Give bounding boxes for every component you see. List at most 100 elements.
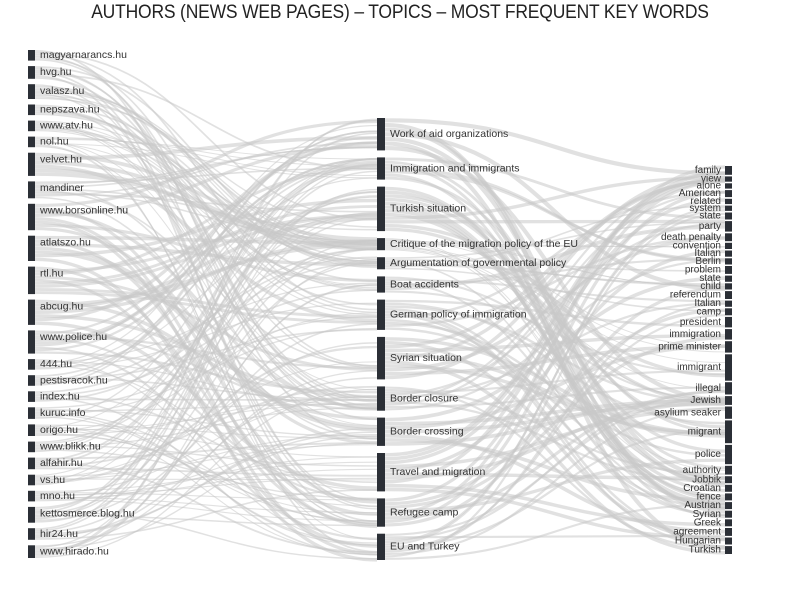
keyword-label: Hungarian [675, 536, 721, 547]
author-node [28, 136, 35, 148]
keyword-node [725, 510, 732, 518]
link-topic-keyword [384, 249, 726, 472]
author-node [28, 104, 35, 116]
author-node [28, 84, 35, 99]
link-author-topic [34, 248, 378, 515]
keyword-node [725, 465, 732, 475]
author-label: mandiner [40, 182, 84, 194]
link-author-topic [34, 223, 378, 282]
topic-label: Border crossing [390, 426, 464, 438]
link-author-topic [34, 143, 378, 179]
link-author-topic [34, 162, 378, 377]
link-author-topic [34, 104, 378, 263]
keyword-node [725, 444, 732, 465]
keyword-node [725, 275, 732, 282]
link-topic-keyword [384, 179, 726, 461]
keyword-node [725, 242, 732, 249]
link-topic-keyword [384, 458, 726, 513]
author-node [28, 490, 35, 502]
keyword-label: agreement [673, 527, 721, 538]
author-node [28, 152, 35, 176]
link-topic-keyword [384, 281, 726, 506]
keyword-node [725, 212, 732, 220]
topic-node [377, 453, 385, 492]
link-author-topic [34, 289, 378, 397]
author-label: 444.hu [40, 358, 72, 370]
link-author-topic [34, 261, 378, 402]
keyword-node [725, 329, 732, 340]
keyword-label: child [700, 281, 721, 292]
keyword-node [725, 258, 732, 265]
keyword-node [725, 396, 732, 405]
keyword-node [725, 382, 732, 395]
keyword-node [725, 250, 732, 257]
author-node [28, 441, 35, 453]
author-label: hvg.hu [40, 66, 72, 78]
topic-node [377, 498, 385, 527]
author-label: valasz.hu [40, 85, 85, 97]
topic-node [377, 386, 385, 411]
link-author-topic [34, 57, 378, 367]
topic-node [377, 257, 385, 270]
keyword-label: Jewish [690, 395, 721, 406]
keyword-label: immigrant [677, 362, 721, 373]
keyword-label: police [695, 449, 722, 460]
link-topic-keyword [384, 118, 726, 176]
author-node [28, 474, 35, 486]
topic-label: German policy of immigration [390, 308, 527, 320]
keyword-label: convention [673, 241, 721, 252]
author-node [28, 266, 35, 295]
keyword-node [725, 537, 732, 545]
keyword-node [725, 308, 732, 316]
link-author-topic [34, 130, 378, 386]
link-topic-keyword [384, 132, 726, 291]
keyword-label: illegal [695, 383, 721, 394]
author-node [28, 375, 35, 386]
keyword-label: referendum [670, 290, 721, 301]
keyword-label: Berlin [695, 256, 721, 267]
link-topic-keyword [384, 386, 726, 550]
keyword-label: prime minister [658, 342, 721, 353]
labels-layer: magyarnarancs.hu hvg.hu valasz.hu nepszava.… [39, 49, 722, 557]
topic-label: Border closure [390, 392, 458, 404]
link-author-topic [34, 361, 378, 479]
topic-label: Turkish situation [390, 203, 466, 215]
topic-label: Immigration and immigrants [390, 162, 520, 174]
topic-node [377, 118, 385, 151]
author-node [28, 407, 35, 419]
link-topic-keyword [384, 314, 726, 551]
author-label: mno.hu [40, 490, 75, 502]
link-topic-keyword [384, 407, 726, 469]
link-author-topic [34, 170, 378, 532]
keyword-label: alone [697, 181, 722, 192]
author-node [28, 506, 35, 523]
author-label: www.atv.hu [39, 120, 93, 132]
topic-node [377, 238, 385, 251]
link-author-topic [34, 136, 378, 347]
keyword-node [725, 198, 732, 205]
keyword-label: death penalty [661, 232, 721, 243]
author-label: alfahir.hu [40, 457, 83, 469]
link-author-topic [34, 288, 378, 319]
keyword-label: Jobbik [692, 474, 722, 485]
topic-label: Argumentation of governmental policy [390, 257, 567, 269]
topic-label: Critique of the migration policy of the … [390, 238, 578, 250]
link-topic-keyword [384, 321, 726, 457]
link-author-topic [34, 217, 378, 311]
link-author-topic [34, 302, 378, 369]
keyword-node [725, 176, 732, 182]
link-author-topic [34, 444, 378, 467]
link-topic-keyword [384, 170, 726, 262]
author-node [28, 50, 35, 61]
keyword-label: view [701, 174, 722, 185]
keyword-node [725, 316, 732, 328]
keyword-label: American [679, 188, 721, 199]
link-author-topic [34, 395, 378, 495]
link-author-topic [34, 142, 378, 197]
author-label: nepszava.hu [40, 104, 100, 116]
link-author-topic [34, 137, 378, 167]
link-author-topic [34, 435, 378, 550]
link-topic-keyword [384, 386, 726, 409]
link-author-topic [34, 239, 378, 314]
